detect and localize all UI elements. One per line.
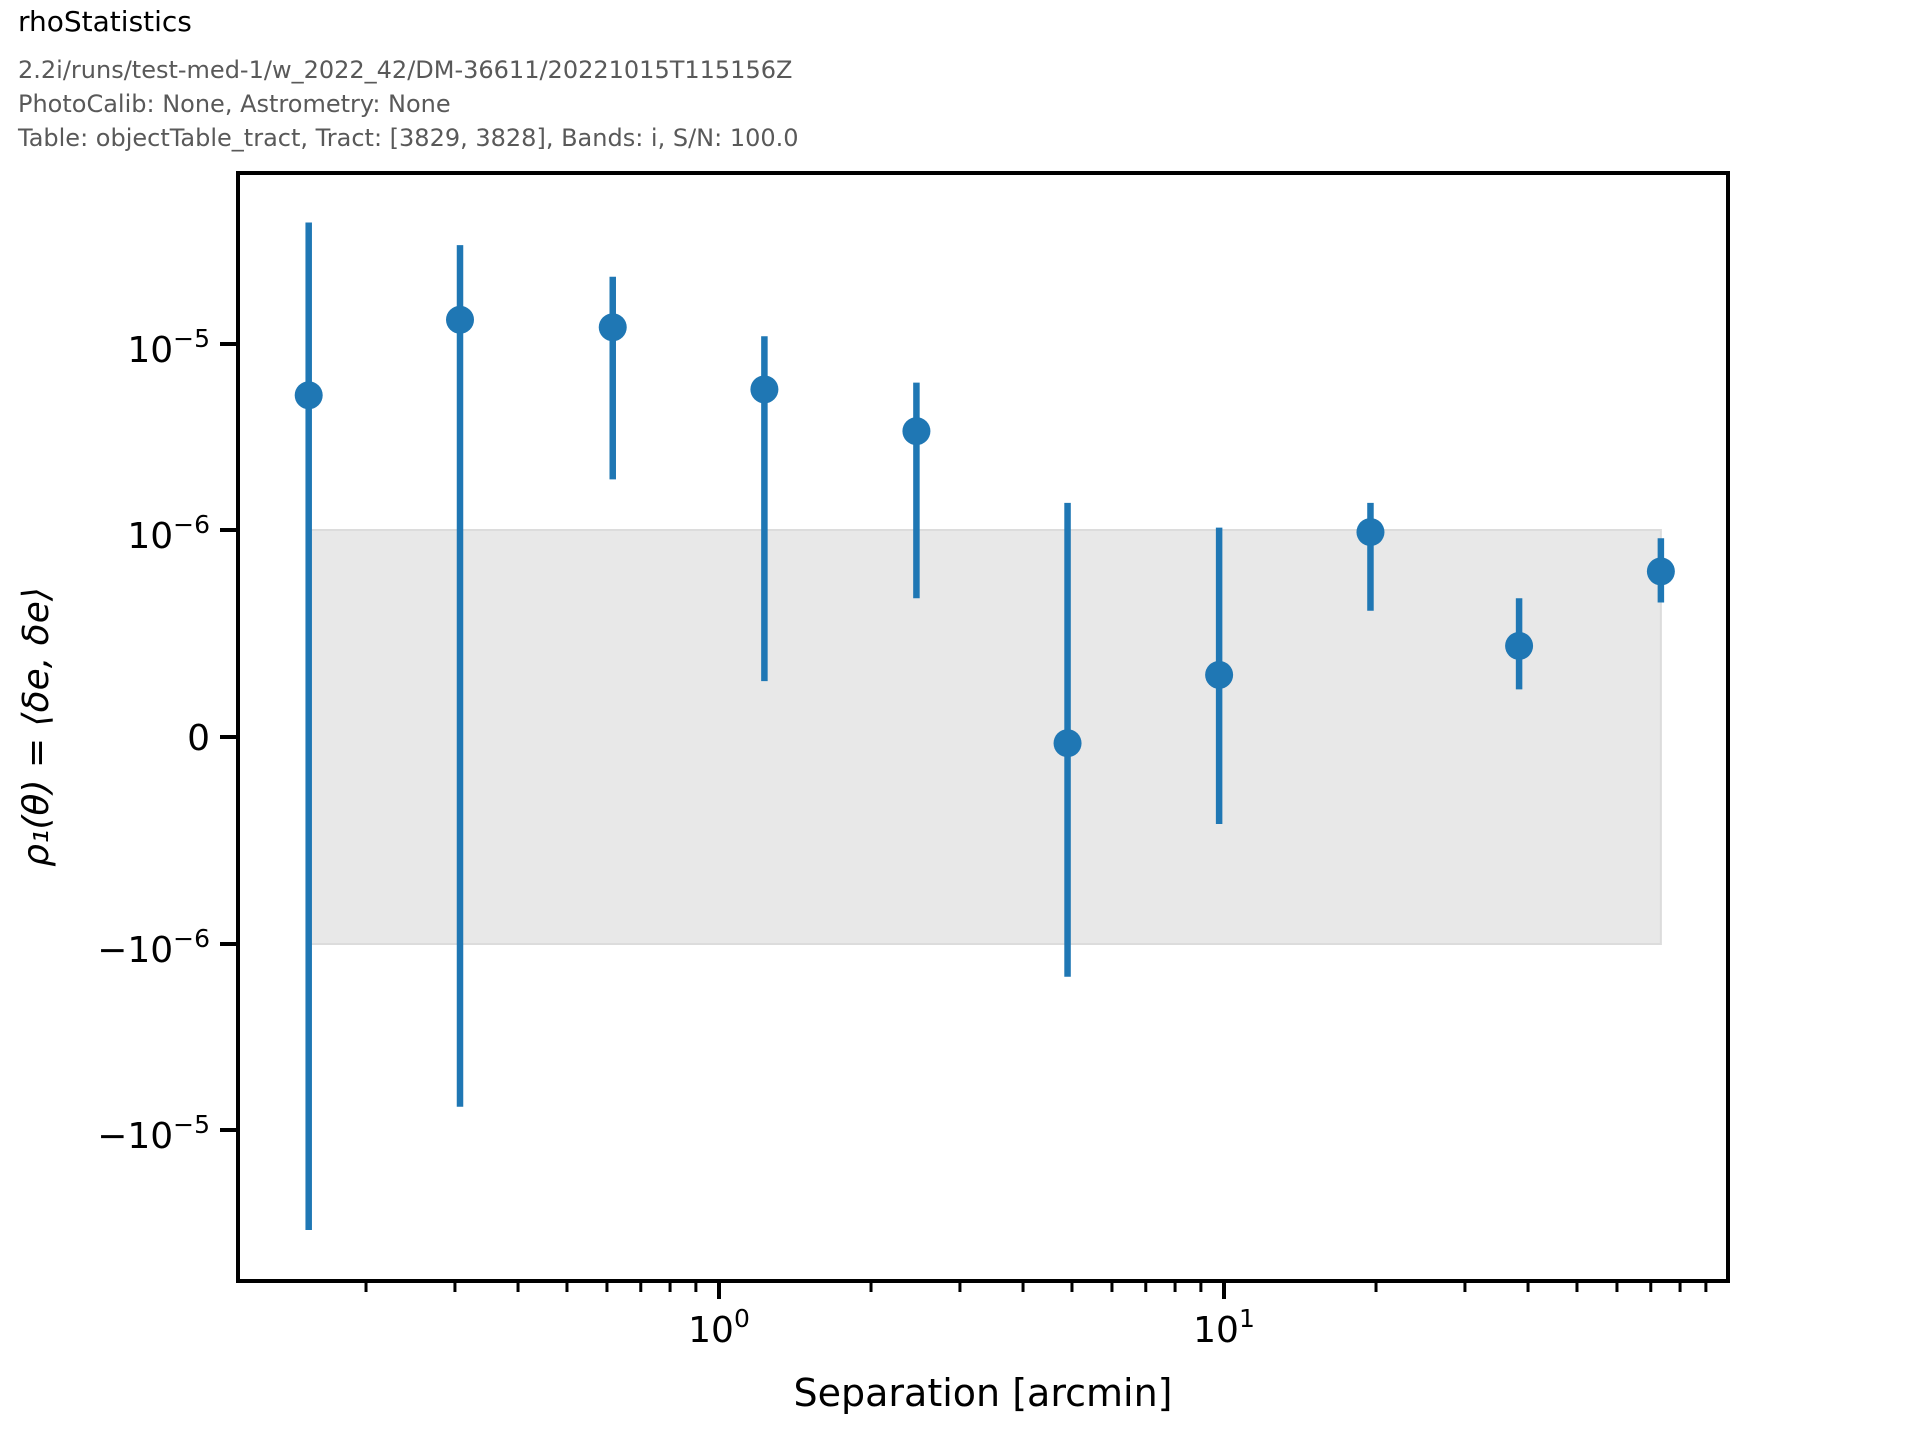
axes-spines xyxy=(236,171,1730,1283)
data-point-10 xyxy=(1646,557,1675,586)
figure-subtitle-calib: PhotoCalib: None, Astrometry: None xyxy=(18,90,451,118)
y-tick-label: 10−6 xyxy=(127,510,210,557)
axis-label-layer: 100 101 10−5 10−6 0 −10−6 −10−5 Separation [arc… xyxy=(16,324,1255,1415)
y-tick-label: −10−6 xyxy=(97,924,210,971)
reference-band-layer xyxy=(307,529,1662,945)
data-point-8 xyxy=(1356,518,1385,547)
data-point-7 xyxy=(1205,660,1234,689)
axes-layer xyxy=(220,171,1730,1299)
x-axis-title: Separation [arcmin] xyxy=(794,1371,1173,1415)
data-point-5 xyxy=(902,417,931,446)
reference-band xyxy=(307,529,1662,945)
data-point-3 xyxy=(598,313,627,342)
figure-title: rhoStatistics xyxy=(18,5,192,38)
y-axis-title: ρ₁(θ) = ⟨δe, δe⟩ xyxy=(16,587,57,867)
y-tick-label: 10−5 xyxy=(127,324,210,371)
x-tick-label: 101 xyxy=(1193,1304,1255,1351)
figure-subtitle-run: 2.2i/runs/test-med-1/w_2022_42/DM-36611/… xyxy=(18,56,793,84)
data-point-2 xyxy=(446,305,475,334)
data-point-9 xyxy=(1505,631,1534,660)
data-marker-layer xyxy=(294,305,1675,758)
figure-subtitle-table: Table: objectTable_tract, Tract: [3829, … xyxy=(18,124,799,152)
data-point-4 xyxy=(750,375,779,404)
y-tick-label: −10−5 xyxy=(97,1110,210,1157)
data-point-1 xyxy=(294,381,323,410)
data-point-6 xyxy=(1053,729,1082,758)
y-tick-label: 0 xyxy=(187,718,210,759)
x-tick-label: 100 xyxy=(688,1304,750,1351)
